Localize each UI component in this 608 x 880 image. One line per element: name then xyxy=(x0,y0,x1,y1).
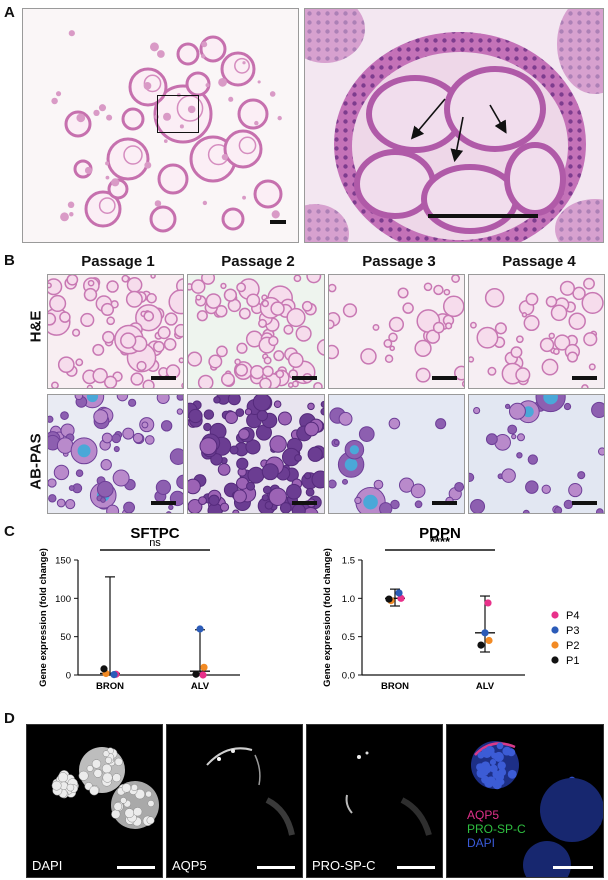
data-point-p3 xyxy=(196,625,204,633)
chart-pdpn: PDPN 0.0 0.5 1.0 1.5 Gene expression (fold ch… xyxy=(322,525,525,692)
panel-letter-a: A xyxy=(4,4,15,21)
aqp5-signal-drawing xyxy=(206,747,295,836)
data-point-p3 xyxy=(110,671,118,679)
scale-bar xyxy=(572,376,597,380)
abpas-passage-1-image xyxy=(47,394,184,514)
panel-letter-b: B xyxy=(4,252,15,269)
scale-bar xyxy=(428,214,538,218)
data-point-p3 xyxy=(481,629,489,637)
merge-label-prospc: PRO-SP-C xyxy=(467,822,526,836)
legend-label-p3: P3 xyxy=(566,625,579,637)
merge-legend: AQP5 PRO-SP-C DAPI xyxy=(467,808,526,850)
data-point-p1 xyxy=(192,670,200,678)
he-passage-1-image xyxy=(47,274,184,389)
y-axis-label: Gene expression (fold change) xyxy=(322,548,333,687)
x-tick-label: BRON xyxy=(96,681,124,692)
data-point-p3 xyxy=(395,589,403,597)
aqp5-channel-image: AQP5 xyxy=(166,724,303,878)
scale-bar xyxy=(572,501,597,505)
y-axis-label: Gene expression (fold change) xyxy=(38,548,49,687)
legend-marker-p3 xyxy=(551,626,559,634)
data-point-p2 xyxy=(200,663,208,671)
panel-letter-c: C xyxy=(4,523,15,540)
chart-legend: P4 P3 P2 P1 xyxy=(551,610,579,667)
he-zoom-image xyxy=(304,8,604,243)
data-point-p1 xyxy=(100,665,108,673)
column-header-passage-1: Passage 1 xyxy=(81,253,155,270)
scale-bar xyxy=(117,866,155,869)
channel-label-aqp5: AQP5 xyxy=(172,858,207,873)
legend-marker-p4 xyxy=(551,611,559,619)
legend-marker-p2 xyxy=(551,641,559,649)
y-tick-label: 100 xyxy=(55,594,71,605)
gene-expression-charts: SFTPC 0 50 100 150 Gene expression (fold chan… xyxy=(38,525,579,692)
scale-bar xyxy=(270,220,286,224)
scale-bar xyxy=(257,866,295,869)
x-tick-label: BRON xyxy=(381,681,409,692)
scale-bar xyxy=(432,376,457,380)
column-header-passage-2: Passage 2 xyxy=(221,253,295,270)
legend-label-p2: P2 xyxy=(566,640,579,652)
merge-channel-image: AQP5 PRO-SP-C DAPI xyxy=(446,724,604,878)
row-header-ab-pas: AB-PAS xyxy=(27,433,45,490)
data-point-p4 xyxy=(199,671,207,679)
chart-sftpc: SFTPC 0 50 100 150 Gene expression (fold chan… xyxy=(38,525,240,692)
scale-bar xyxy=(553,866,593,869)
merge-label-dapi: DAPI xyxy=(467,836,496,850)
data-point-p4 xyxy=(484,599,492,607)
significance-label: ns xyxy=(149,537,161,549)
legend-marker-p1 xyxy=(551,656,559,664)
abpas-passage-3-image xyxy=(328,394,465,514)
column-header-passage-3: Passage 3 xyxy=(362,253,436,270)
y-tick-label: 1.0 xyxy=(342,594,355,605)
prospc-signal-drawing xyxy=(345,751,432,836)
dapi-nuclei-drawing xyxy=(51,747,159,829)
panel-letter-d: D xyxy=(4,710,15,727)
legend-label-p4: P4 xyxy=(566,610,579,622)
data-point-p2 xyxy=(485,636,493,645)
scale-bar xyxy=(292,501,317,505)
organoid-zoom-drawing xyxy=(305,9,603,242)
x-tick-label: ALV xyxy=(476,681,495,692)
data-point-p1 xyxy=(477,641,485,649)
he-passage-3-image xyxy=(328,274,465,389)
significance-label: **** xyxy=(430,534,451,549)
scale-bar xyxy=(151,501,176,505)
scale-bar xyxy=(151,376,176,380)
scale-bar xyxy=(432,501,457,505)
data-point-p1 xyxy=(385,595,393,603)
scale-bar xyxy=(292,376,317,380)
merge-drawing xyxy=(471,741,603,877)
y-tick-label: 1.5 xyxy=(342,556,355,567)
x-tick-label: ALV xyxy=(191,681,210,692)
y-tick-label: 50 xyxy=(60,632,71,643)
abpas-passage-4-image xyxy=(468,394,605,514)
abpas-passage-2-image xyxy=(187,394,325,514)
he-passage-4-image xyxy=(468,274,605,389)
y-tick-label: 0.5 xyxy=(342,632,355,643)
chart-title: PDPN xyxy=(419,525,461,542)
dapi-channel-image: DAPI xyxy=(26,724,163,878)
y-tick-label: 0 xyxy=(66,671,71,682)
merge-label-aqp5: AQP5 xyxy=(467,808,500,822)
scale-bar xyxy=(397,866,435,869)
channel-label-dapi: DAPI xyxy=(32,858,63,873)
y-tick-label: 150 xyxy=(55,556,71,567)
y-tick-label: 0.0 xyxy=(342,671,355,682)
prospc-channel-image: PRO-SP-C xyxy=(306,724,443,878)
zoom-region-box xyxy=(157,95,199,133)
he-overview-image xyxy=(22,8,299,243)
row-header-he: H&E xyxy=(27,310,45,343)
organoid-overview-drawing xyxy=(51,30,283,233)
channel-label-prospc: PRO-SP-C xyxy=(312,858,376,873)
legend-label-p1: P1 xyxy=(566,655,579,667)
he-passage-2-image xyxy=(187,274,325,389)
chart-title: SFTPC xyxy=(130,525,179,542)
column-header-passage-4: Passage 4 xyxy=(502,253,576,270)
